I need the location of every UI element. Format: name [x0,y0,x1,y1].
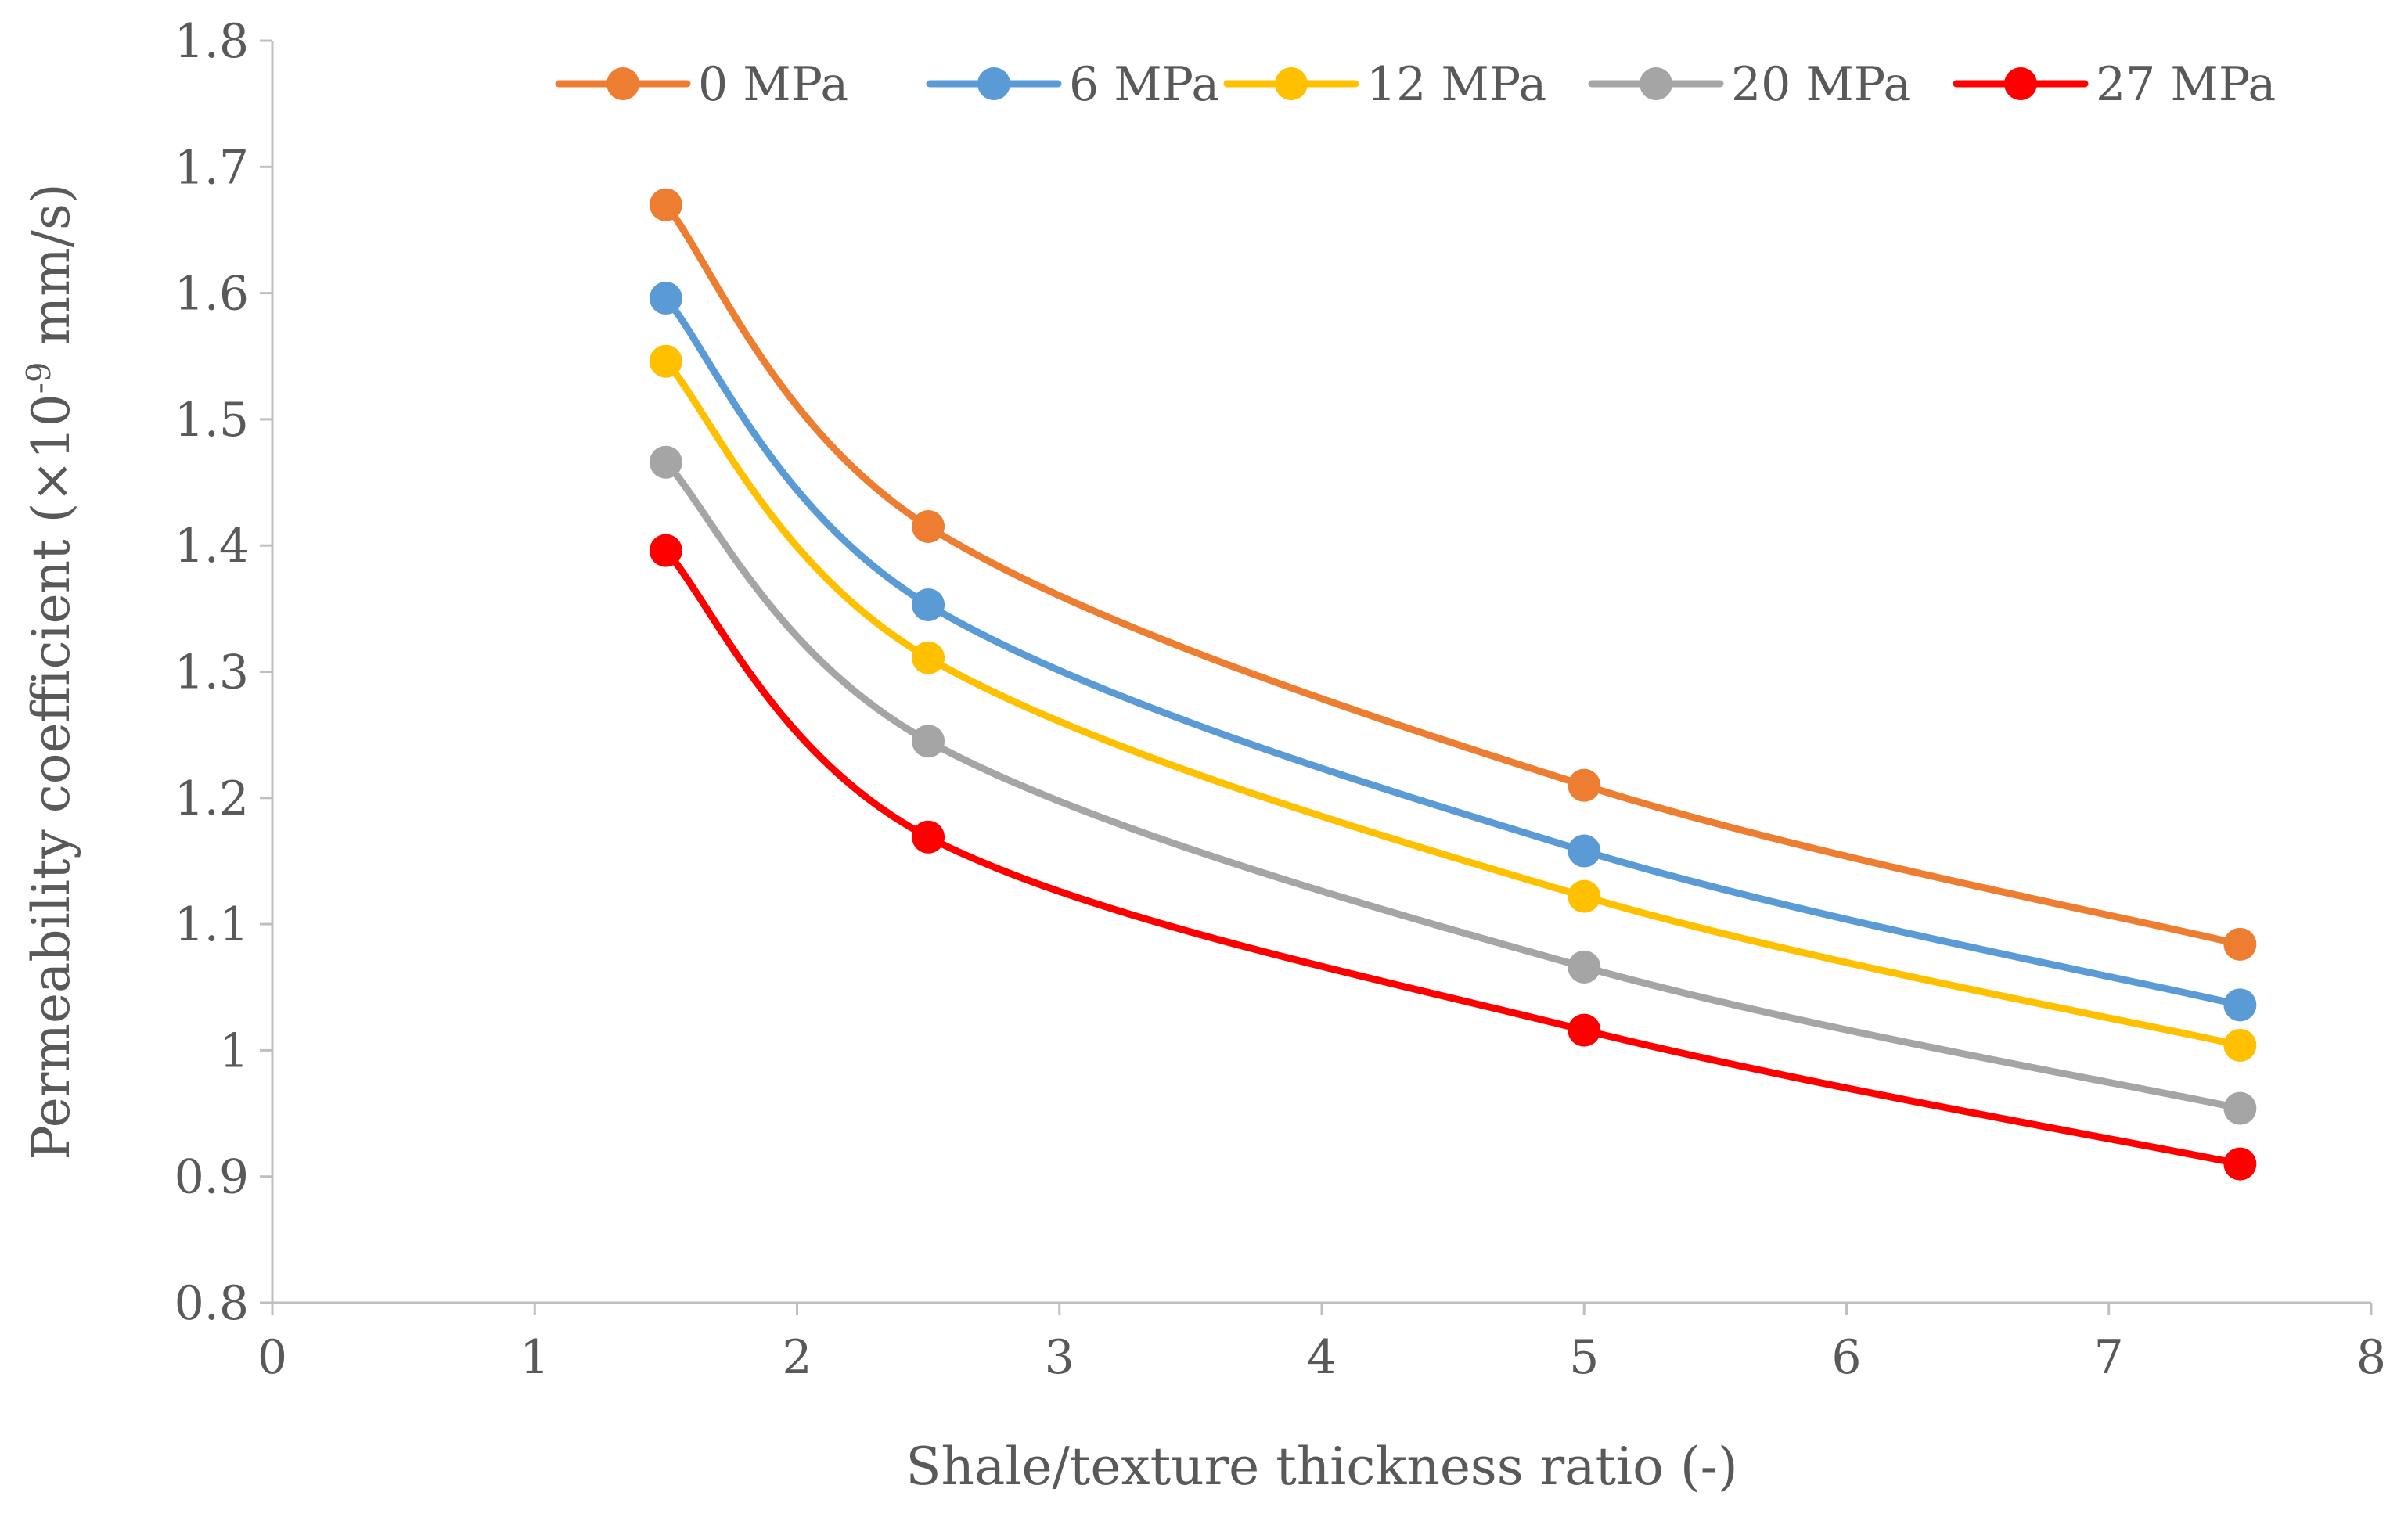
series-6-mpa [649,282,2257,1022]
data-point-0-mpa [649,188,682,221]
y-tick-label: 0.8 [175,1276,249,1331]
legend-marker [1275,67,1308,100]
x-tick-label: 1 [520,1330,549,1385]
legend-item-6-mpa: 6 MPa [926,57,1219,112]
y-tick-label: 1.1 [175,897,249,952]
x-tick-label: 3 [1045,1330,1074,1385]
y-tick-label: 1.3 [175,646,249,700]
data-point-12-mpa [1568,879,1601,913]
data-point-20-mpa [2223,1091,2257,1125]
legend-label: 27 MPa [2096,57,2276,112]
y-tick-label: 1.5 [175,393,249,448]
y-axis-title-suffix: mm/s) [21,183,81,361]
data-point-12-mpa [649,344,682,378]
data-point-6-mpa [2223,988,2257,1022]
series-27-mpa [649,534,2257,1181]
x-tick-label: 0 [257,1330,287,1385]
data-point-6-mpa [1568,834,1601,868]
y-axis-title-superscript: -9 [20,361,58,394]
y-axis-title: Permeability coefficient (×10-9 mm/s) [20,183,82,1160]
data-point-12-mpa [912,641,945,674]
legend-marker [606,67,639,100]
series-line-0-mpa [662,201,2244,948]
legend-marker [977,67,1010,100]
legend-item-20-mpa: 20 MPa [1588,57,1911,112]
axes [271,41,2371,1304]
legend-label: 12 MPa [1366,57,1546,112]
y-tick-label: 1.6 [175,267,249,322]
data-point-0-mpa [912,510,945,544]
x-ticks: 0 1 2 3 4 5 6 7 8 [257,1303,2386,1385]
data-point-27-mpa [649,534,682,567]
legend-label: 20 MPa [1731,57,1911,112]
data-point-27-mpa [2223,1147,2257,1181]
data-point-20-mpa [1568,950,1601,984]
y-ticks: 0.8 0.9 1 1.1 1.2 1.3 1.4 1.5 1.6 1.7 1.8 [175,14,272,1331]
data-point-0-mpa [1568,768,1601,802]
legend-item-27-mpa: 27 MPa [1953,57,2276,112]
data-point-6-mpa [649,282,682,315]
series-20-mpa [649,445,2257,1125]
legend-item-0-mpa: 0 MPa [555,57,848,112]
series-line-12-mpa [662,358,2244,1049]
legend-marker [2004,67,2037,100]
y-axis-title-prefix: Permeability coefficient (×10 [21,394,81,1160]
data-point-27-mpa [912,820,945,854]
data-point-6-mpa [912,588,945,622]
data-point-20-mpa [649,445,682,479]
data-point-27-mpa [1568,1013,1601,1047]
data-point-12-mpa [2223,1028,2257,1062]
series-12-mpa [649,344,2257,1062]
y-tick-label: 1.2 [175,771,249,826]
legend: 0 MPa 6 MPa 12 MPa 20 MPa 27 MPa [555,57,2276,112]
y-tick-label: 1.4 [175,519,249,574]
x-tick-label: 7 [2094,1330,2124,1385]
x-tick-label: 5 [1569,1330,1599,1385]
x-tick-label: 6 [1831,1330,1861,1385]
legend-label: 0 MPa [698,57,848,112]
data-point-0-mpa [2223,927,2257,961]
x-tick-label: 2 [782,1330,812,1385]
x-axis-title: Shale/texture thickness ratio (-) [905,1437,1737,1497]
y-tick-label: 1.8 [175,14,249,69]
series-line-6-mpa [662,294,2244,1009]
legend-marker [1640,67,1672,100]
x-tick-label: 8 [2356,1330,2386,1385]
legend-label: 6 MPa [1069,57,1219,112]
y-tick-label: 1.7 [175,140,249,195]
legend-item-12-mpa: 12 MPa [1223,57,1546,112]
y-tick-label: 0.9 [175,1150,249,1205]
x-tick-label: 4 [1307,1330,1337,1385]
series-layer [649,188,2257,1181]
series-line-20-mpa [662,459,2244,1113]
y-tick-label: 1 [219,1023,249,1078]
data-point-20-mpa [912,725,945,758]
series-line-27-mpa [662,547,2244,1168]
series-0-mpa [649,188,2257,961]
